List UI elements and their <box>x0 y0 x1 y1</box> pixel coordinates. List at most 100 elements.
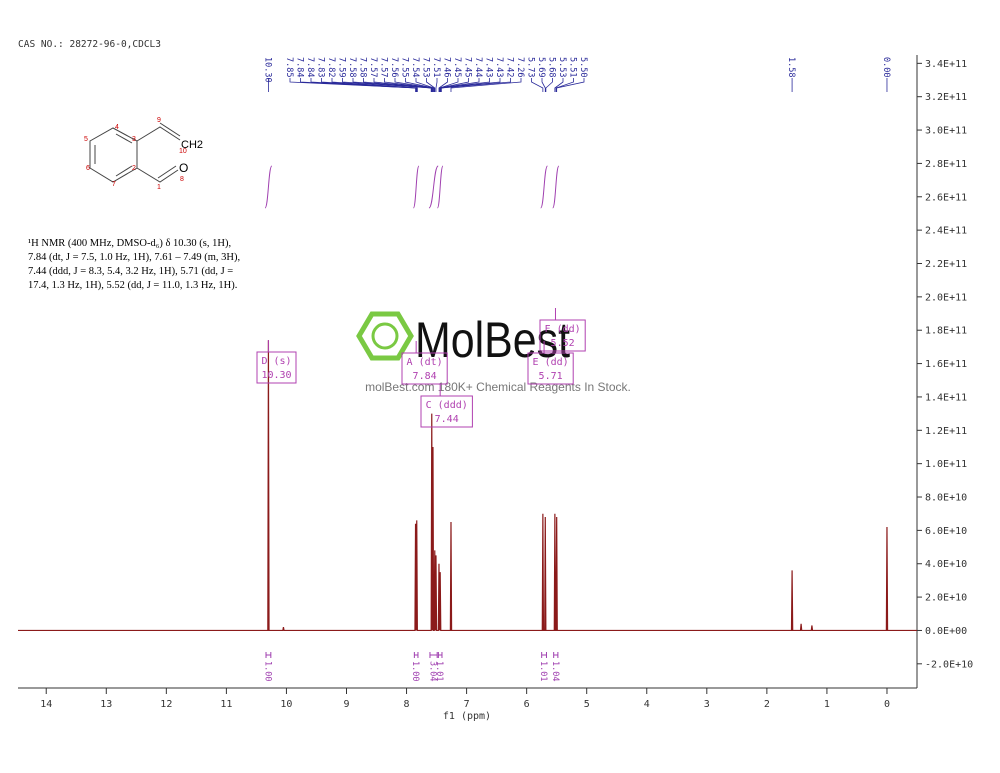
peak-leader <box>384 78 433 92</box>
peak-leader <box>531 78 544 92</box>
integral-bracket <box>413 652 419 658</box>
spectrum-line <box>18 340 917 632</box>
x-tick-label: 4 <box>644 699 650 710</box>
peak-label: 7.85 <box>284 57 294 77</box>
peak-label: 7.53 <box>421 57 431 77</box>
peak-label: 7.83 <box>316 57 326 77</box>
x-axis-label: f1 (ppm) <box>443 711 491 722</box>
atom-label: 7 <box>112 181 116 188</box>
ring-bonds <box>89 127 138 183</box>
x-tick-label: 2 <box>764 699 770 710</box>
x-tick-label: 14 <box>40 699 52 710</box>
peak-label: 5.53 <box>557 57 567 77</box>
atom-label: 2 <box>132 165 136 172</box>
peak-label: 7.84 <box>305 57 315 77</box>
multiplet-name: A (dt) <box>407 357 443 368</box>
atom-label: 8 <box>180 176 184 183</box>
y-tick-label: 2.2E+11 <box>925 259 967 270</box>
peak-leader <box>439 78 480 92</box>
multiplet-shift: 5.71 <box>539 371 563 382</box>
peak-leader <box>405 78 434 92</box>
integral-label: 3.04 <box>428 661 438 681</box>
description-line: 7.44 (ddd, J = 8.3, 5.4, 3.2 Hz, 1H), 5.… <box>28 266 233 277</box>
x-tick-label: 12 <box>160 699 172 710</box>
y-tick-label: 2.0E+11 <box>925 292 967 303</box>
multiplet-name: F (dd) <box>545 324 581 335</box>
peak-label: 7.56 <box>389 57 399 77</box>
logo-hexagon <box>356 311 414 361</box>
peak-leader <box>439 78 469 92</box>
x-tick-label: 0 <box>884 699 890 710</box>
multiplet-shift: 5.52 <box>551 338 575 349</box>
peak-label: 7.44 <box>473 57 483 77</box>
watermark: MolBest molBest.com 180K+ Chemical Reage… <box>356 311 631 394</box>
integral-label: 1.00 <box>410 661 420 681</box>
x-tick-label: 1 <box>824 699 830 710</box>
peak-leader <box>415 78 435 92</box>
x-tick-label: 8 <box>404 699 410 710</box>
multiplet-box <box>420 395 473 428</box>
x-tick-label: 3 <box>704 699 710 710</box>
peak-label: 7.58 <box>347 57 357 77</box>
y-tick-label: -2.0E+10 <box>925 659 973 670</box>
peak-label: 5.50 <box>578 57 588 77</box>
atom-label: 9 <box>157 117 161 124</box>
multiplet-shift: 10.30 <box>261 370 291 381</box>
peak-label: 7.82 <box>326 57 336 77</box>
integral-label: 1.04 <box>550 661 560 681</box>
peak-leader <box>363 78 433 92</box>
multiplet-box <box>256 351 297 384</box>
integral-bracket <box>265 652 272 658</box>
y-tick-label: 1.8E+11 <box>925 326 967 337</box>
x-tick-label: 5 <box>584 699 590 710</box>
peak-label: 5.51 <box>568 57 578 77</box>
peak-leader <box>541 78 546 92</box>
y-tick-label: 3.2E+11 <box>925 92 967 103</box>
peak-label: 7.57 <box>368 57 378 77</box>
y-tick-label: 3.0E+11 <box>925 126 967 137</box>
description: ¹H NMR (400 MHz, DMSO-d₆) δ 10.30 (s, 1H… <box>28 238 240 291</box>
integral-curve <box>436 165 444 209</box>
page-title: CAS NO.: 28272-96-0,CDCL3 <box>18 39 161 50</box>
peak-leader <box>342 78 432 92</box>
x-tick-label: 7 <box>464 699 470 710</box>
peak-label: 7.43 <box>494 57 504 77</box>
y-tick-label: 2.0E+10 <box>925 593 967 604</box>
peak-leader <box>440 78 511 92</box>
integral-curve <box>428 165 439 209</box>
integral-bracket <box>429 652 438 658</box>
multiplet-name: D (s) <box>261 356 291 367</box>
y-tick-label: 1.6E+11 <box>925 359 967 370</box>
integral-label: 1.01 <box>538 661 548 681</box>
peak-label: 7.54 <box>410 57 420 77</box>
multiplet-shift: 7.44 <box>435 414 459 425</box>
peak-label: 7.43 <box>484 57 494 77</box>
peak-label: 7.46 <box>442 57 452 77</box>
integral-curve <box>540 165 548 209</box>
peak-leader <box>554 78 564 92</box>
x-tick-label: 10 <box>280 699 292 710</box>
x-tick-label: 9 <box>343 699 349 710</box>
integral-bracket <box>541 652 547 658</box>
multiplet-name: C (ddd) <box>426 400 468 411</box>
y-tick-label: 2.4E+11 <box>925 226 967 237</box>
integral-bracket <box>553 652 559 658</box>
y-tick-label: 0.0E+00 <box>925 626 967 637</box>
vinyl-bonds <box>136 122 181 142</box>
multiplet-box <box>539 319 586 352</box>
peak-leader <box>556 78 585 92</box>
multiplet-box <box>527 352 574 385</box>
atom-label: CH2 <box>181 139 203 151</box>
peak-label: 7.51 <box>431 57 441 77</box>
integral-curve <box>552 165 560 209</box>
y-tick-label: 1.0E+11 <box>925 459 967 470</box>
atom-label: 6 <box>86 165 90 172</box>
peak-label: 5.68 <box>547 57 557 77</box>
peak-label: 5.73 <box>526 57 536 77</box>
y-tick-label: 1.2E+11 <box>925 426 967 437</box>
atom-label: 4 <box>115 124 119 131</box>
y-tick-label: 2.6E+11 <box>925 192 967 203</box>
molecule <box>89 122 181 183</box>
